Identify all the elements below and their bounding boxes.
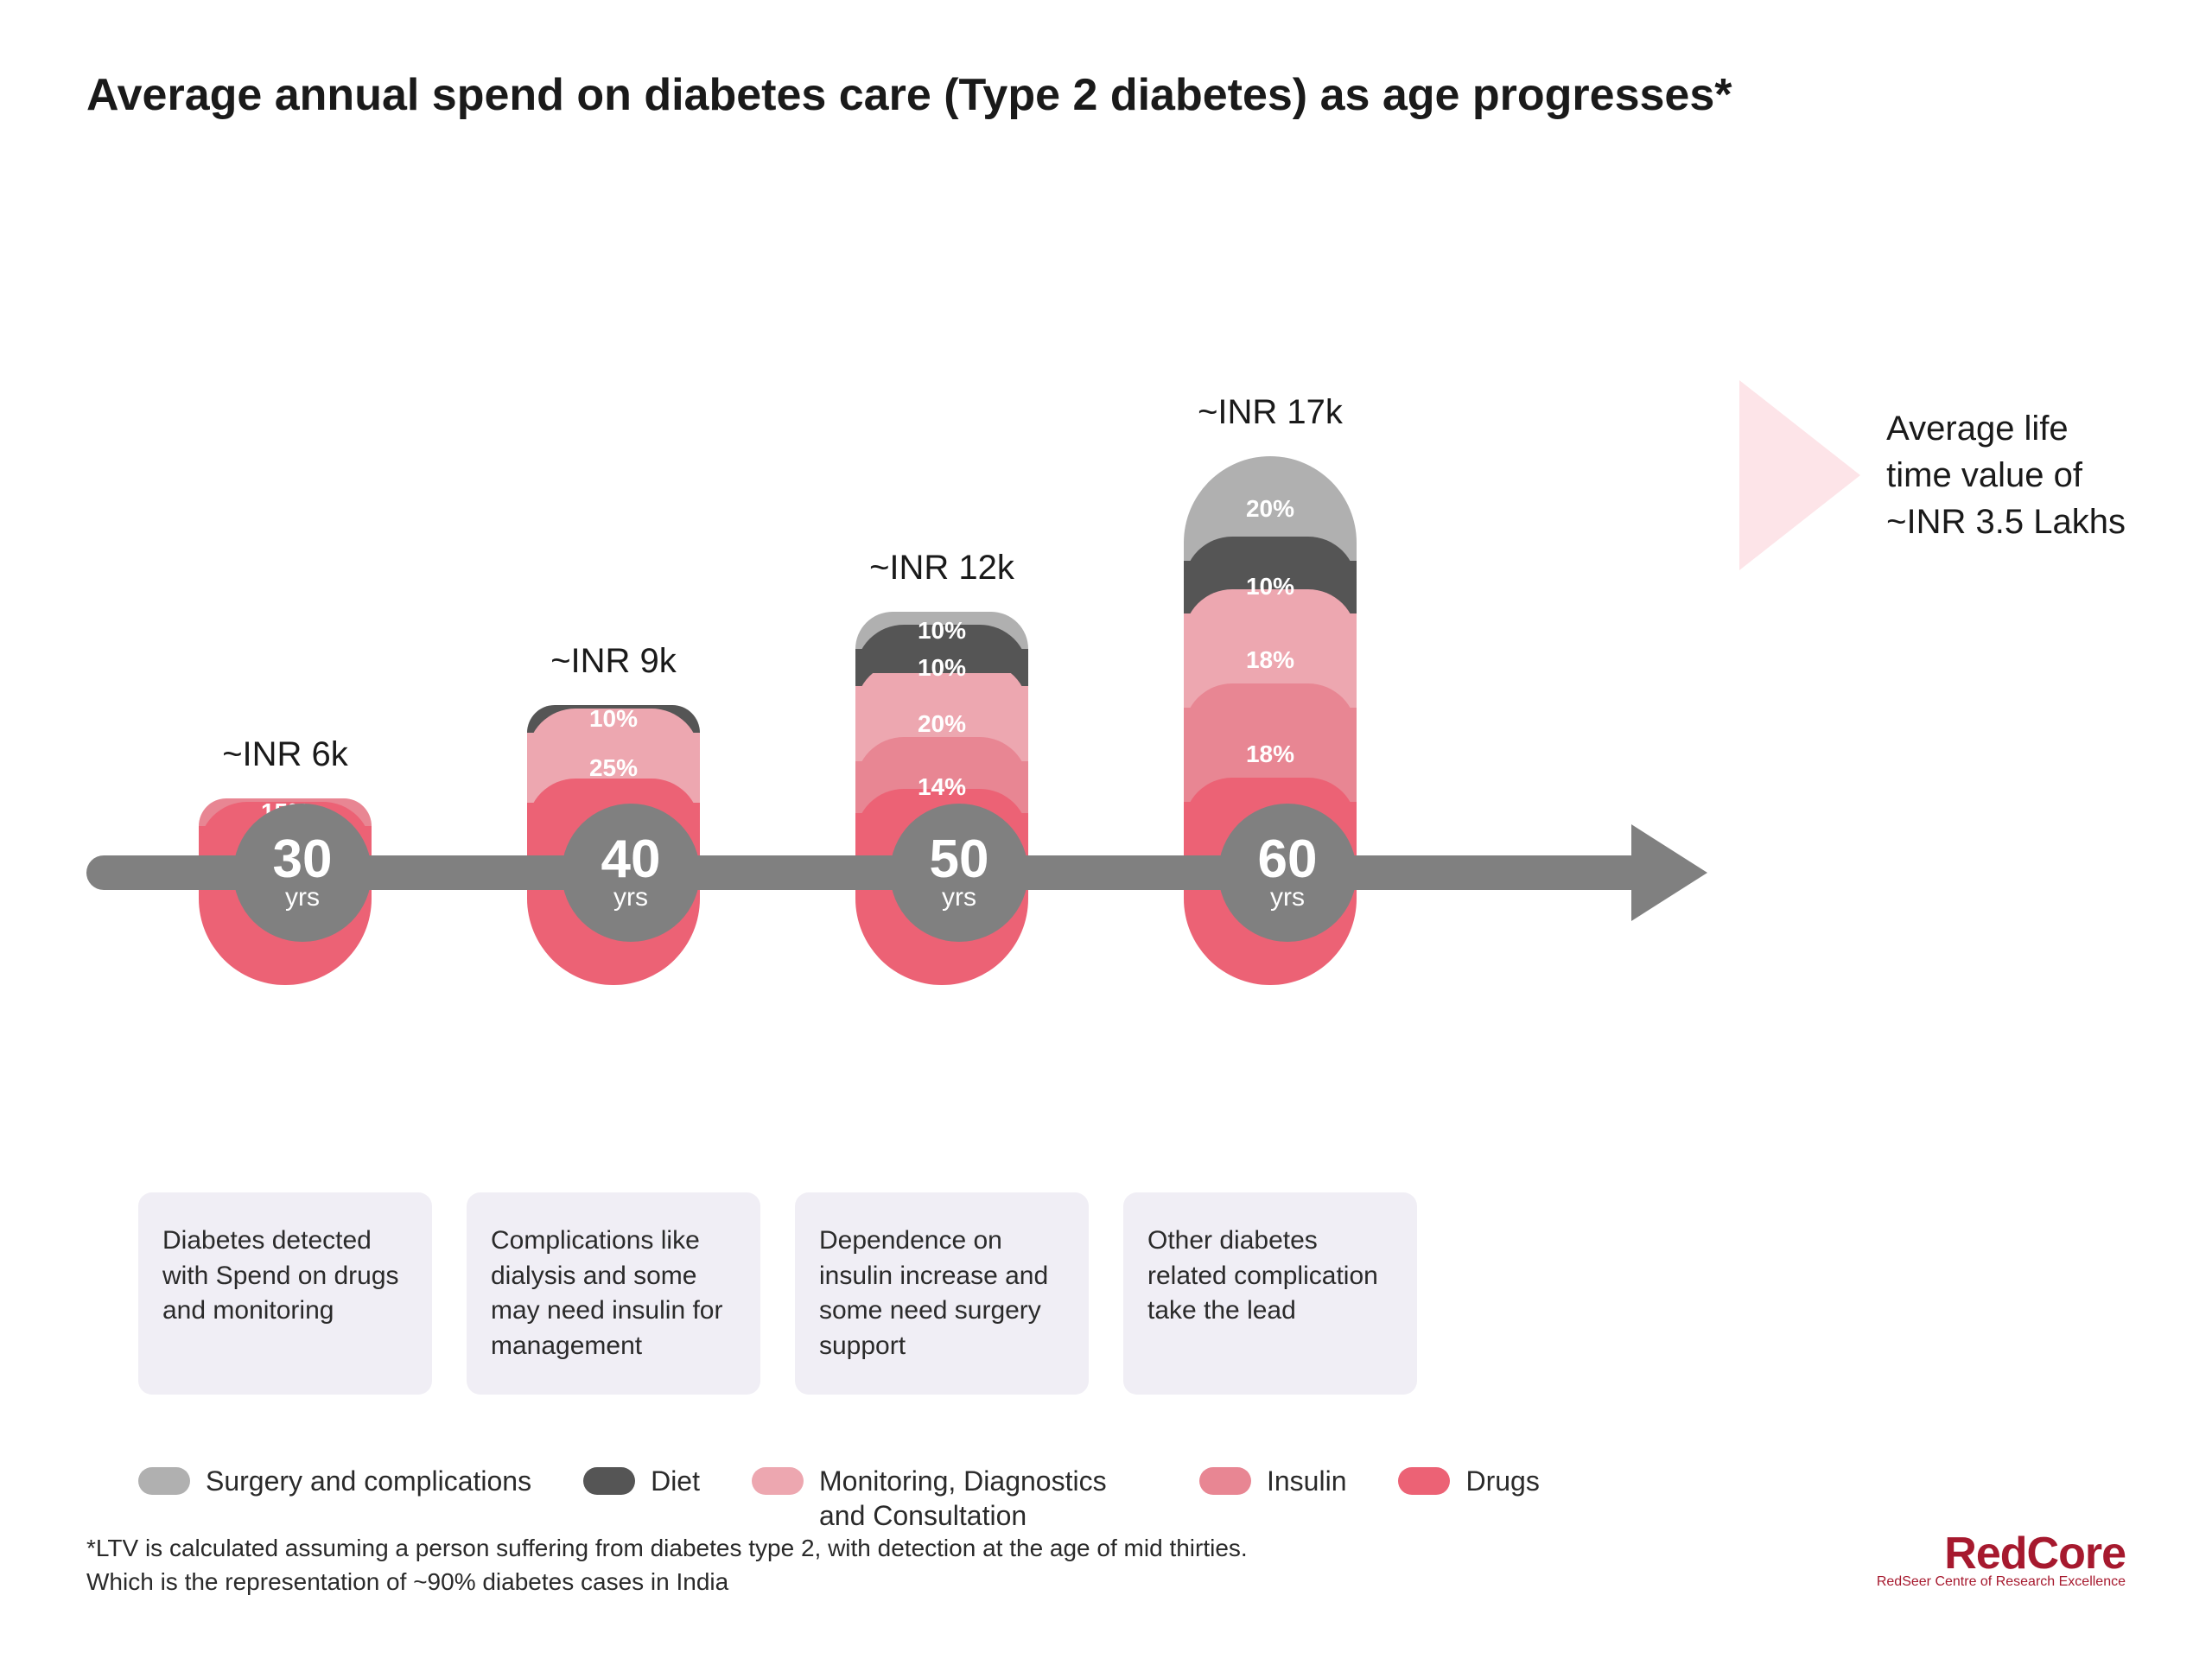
age-number: 30 <box>273 833 333 887</box>
spend-label: ~INR 12k <box>869 549 1014 588</box>
segment-label: 25% <box>589 754 638 782</box>
segment-label: 18% <box>1246 646 1294 674</box>
segment-label: 20% <box>918 710 966 738</box>
description-box: Complications like dialysis and some may… <box>467 1192 760 1395</box>
spend-label: ~INR 17k <box>1198 393 1343 432</box>
columns-wrap: ~INR 6k85%15%~INR 9k65%25%10%~INR 12k46%… <box>86 393 1417 1123</box>
legend-label: Monitoring, Diagnostics and Consultation <box>819 1464 1147 1533</box>
legend-item-monitoring: Monitoring, Diagnostics and Consultation <box>752 1464 1147 1533</box>
ltv-line2: time value of <box>1886 452 2126 499</box>
brand-logo: RedCore RedSeer Centre of Research Excel… <box>1877 1528 2126 1590</box>
description-box: Diabetes detected with Spend on drugs an… <box>138 1192 432 1395</box>
footnote: *LTV is calculated assuming a person suf… <box>86 1531 1248 1599</box>
segment-label: 18% <box>1246 741 1294 768</box>
chart-area: 30yrs40yrs50yrs60yrs ~INR 6k85%15%~INR 9… <box>86 173 2126 1123</box>
segment-label: 14% <box>918 773 966 801</box>
segment-label: 20% <box>1246 495 1294 523</box>
age-number: 60 <box>1258 833 1318 887</box>
ltv-arrow-icon <box>1739 380 1860 570</box>
footnote-line1: *LTV is calculated assuming a person suf… <box>86 1531 1248 1565</box>
legend-swatch-icon <box>583 1467 635 1495</box>
legend-label: Drugs <box>1465 1464 1539 1498</box>
segment-label: 10% <box>589 705 638 733</box>
legend-swatch-icon <box>1398 1467 1450 1495</box>
page-title: Average annual spend on diabetes care (T… <box>86 69 2126 121</box>
segment-label: 10% <box>1246 573 1294 601</box>
segment-label: 10% <box>918 617 966 645</box>
age-unit: yrs <box>613 883 648 912</box>
legend-label: Surgery and complications <box>206 1464 531 1498</box>
spend-label: ~INR 9k <box>550 642 677 681</box>
legend-swatch-icon <box>1199 1467 1251 1495</box>
ltv-line3: ~INR 3.5 Lakhs <box>1886 499 2126 545</box>
age-column-60: ~INR 17k35%18%18%10%20% <box>1123 393 1417 1123</box>
legend-label: Diet <box>651 1464 700 1498</box>
descriptions-row: Diabetes detected with Spend on drugs an… <box>86 1192 2126 1395</box>
spend-label: ~INR 6k <box>222 735 348 774</box>
age-unit: yrs <box>285 883 320 912</box>
axis-arrow-icon <box>1631 824 1707 921</box>
legend-swatch-icon <box>752 1467 804 1495</box>
legend-item-diet: Diet <box>583 1464 700 1498</box>
age-node-30: 30yrs <box>233 804 372 942</box>
age-unit: yrs <box>1270 883 1305 912</box>
age-number: 40 <box>601 833 661 887</box>
legend-swatch-icon <box>138 1467 190 1495</box>
segment-label: 10% <box>918 654 966 682</box>
description-box: Dependence on insulin increase and some … <box>795 1192 1089 1395</box>
logo-main: RedCore <box>1877 1528 2126 1580</box>
legend-item-insulin: Insulin <box>1199 1464 1347 1498</box>
ltv-callout: Average life time value of ~INR 3.5 Lakh… <box>1739 380 2126 570</box>
legend-item-drugs: Drugs <box>1398 1464 1539 1498</box>
age-node-60: 60yrs <box>1218 804 1357 942</box>
age-node-50: 50yrs <box>890 804 1028 942</box>
age-number: 50 <box>930 833 989 887</box>
age-unit: yrs <box>942 883 976 912</box>
logo-sub: RedSeer Centre of Research Excellence <box>1877 1574 2126 1590</box>
age-node-40: 40yrs <box>562 804 700 942</box>
description-box: Other diabetes related complication take… <box>1123 1192 1417 1395</box>
legend-label: Insulin <box>1267 1464 1347 1498</box>
legend-item-surgery: Surgery and complications <box>138 1464 531 1498</box>
legend: Surgery and complications Diet Monitoring,… <box>86 1464 2126 1533</box>
ltv-text: Average life time value of ~INR 3.5 Lakh… <box>1886 405 2126 545</box>
footnote-line2: Which is the representation of ~90% diab… <box>86 1565 1248 1599</box>
ltv-line1: Average life <box>1886 405 2126 452</box>
timeline-axis: 30yrs40yrs50yrs60yrs <box>86 855 1659 890</box>
